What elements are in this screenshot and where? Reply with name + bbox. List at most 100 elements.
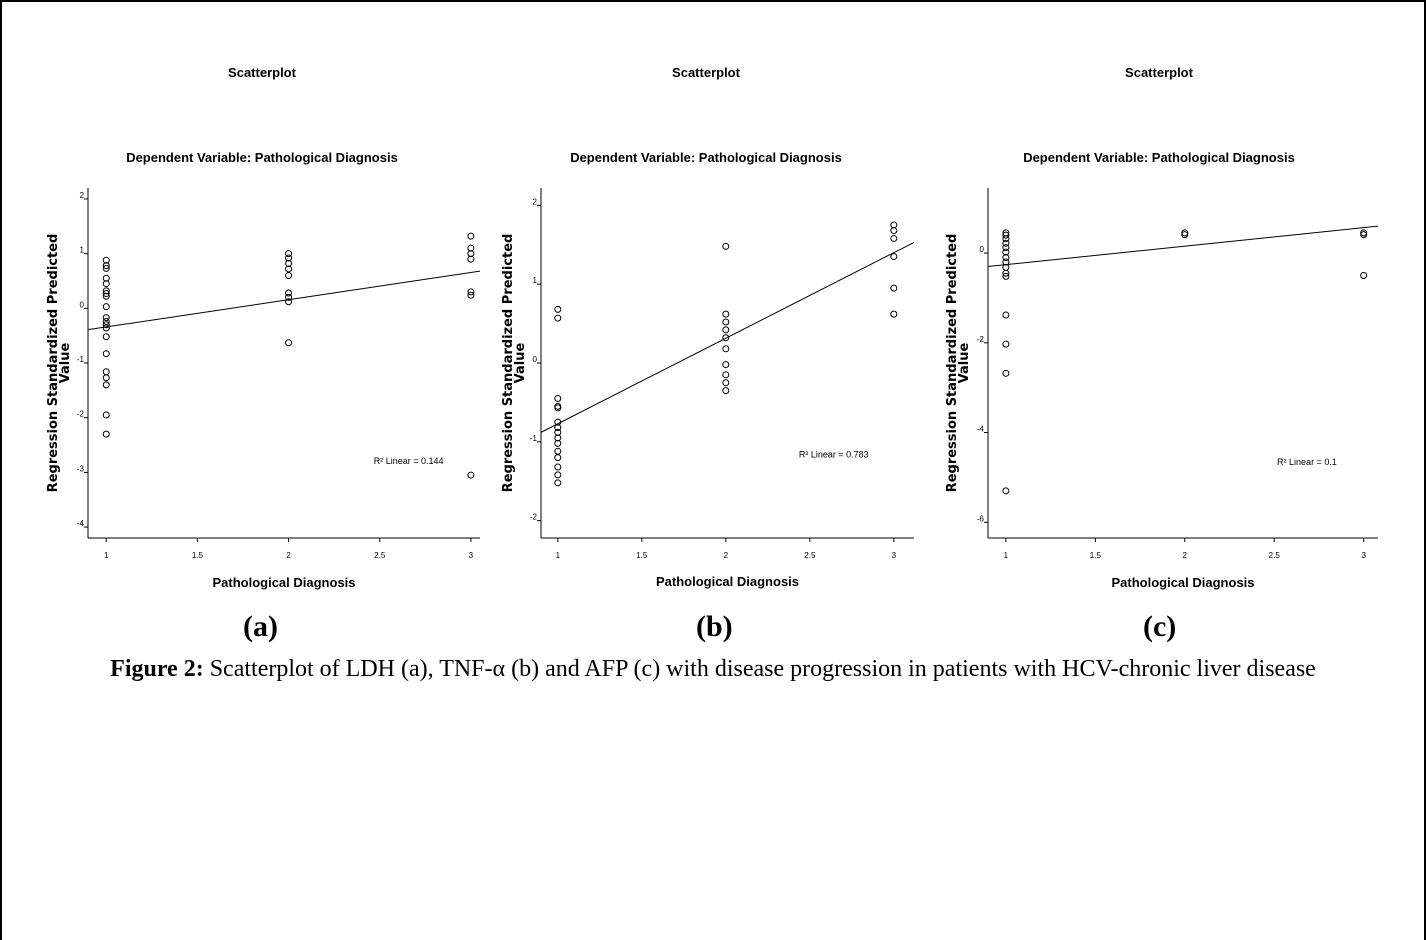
data-point <box>102 321 110 329</box>
x-tick-label: 2.5 <box>804 551 816 560</box>
data-point <box>1002 369 1010 377</box>
data-point <box>1002 487 1010 495</box>
data-point <box>554 439 562 447</box>
data-point <box>722 310 730 318</box>
chart-title: Scatterplot <box>672 65 741 80</box>
data-point <box>1002 269 1010 277</box>
data-point <box>890 310 898 318</box>
y-tick-label: -6 <box>977 514 985 523</box>
x-tick-label: 2 <box>724 551 729 560</box>
data-point <box>102 317 110 325</box>
data-point <box>722 326 730 334</box>
y-tick-label: -2 <box>977 335 985 344</box>
data-point <box>285 293 293 301</box>
x-tick-label: 2.5 <box>374 551 386 560</box>
y-axis-label: Regression Standardized PredictedValue <box>501 234 528 493</box>
data-point <box>722 334 730 342</box>
fit-line <box>88 270 480 331</box>
chart-title: Scatterplot <box>1125 65 1194 80</box>
caption-label: Figure 2: <box>110 656 204 682</box>
data-point <box>285 250 293 258</box>
data-point <box>102 374 110 382</box>
chart-subtitle: Dependent Variable: Pathological Diagnos… <box>570 150 842 165</box>
y-tick-label: -3 <box>77 464 85 473</box>
x-axis-label: Pathological Diagnosis <box>212 575 355 590</box>
data-point <box>554 404 562 412</box>
data-point <box>554 479 562 487</box>
y-tick-label: -4 <box>77 519 85 528</box>
data-point <box>102 411 110 419</box>
r2-annotation: R² Linear = 0.783 <box>799 450 869 460</box>
data-point <box>102 324 110 332</box>
data-point <box>467 255 475 263</box>
chart-panel-c: Scatterplot Dependent Variable: Pathologi… <box>945 65 1378 590</box>
data-point <box>102 430 110 438</box>
data-point <box>554 305 562 313</box>
data-point <box>102 262 110 270</box>
y-axis-label: Regression Standardized PredictedValue <box>46 234 73 493</box>
data-point <box>1002 239 1010 247</box>
data-point <box>467 291 475 299</box>
x-tick-label: 2 <box>1183 551 1188 560</box>
data-point <box>102 287 110 295</box>
data-point <box>285 254 293 262</box>
x-tick-label: 1 <box>556 551 561 560</box>
data-point <box>1002 244 1010 252</box>
chart-panel-a: Scatterplot Dependent Variable: Pathologi… <box>46 65 480 590</box>
data-point <box>1181 231 1189 239</box>
y-tick-label: 0 <box>533 355 538 364</box>
data-point <box>102 333 110 341</box>
data-point <box>285 259 293 267</box>
data-point <box>102 256 110 264</box>
x-tick-label: 1.5 <box>1090 551 1102 560</box>
figure-caption: Figure 2: Scatterplot of LDH (a), TNF-α … <box>20 655 1406 684</box>
y-tick-label: -2 <box>77 410 85 419</box>
chart-subtitle: Dependent Variable: Pathological Diagnos… <box>1023 150 1295 165</box>
fit-line <box>541 241 914 433</box>
data-point <box>554 424 562 432</box>
data-point <box>1002 231 1010 239</box>
x-tick-label: 3 <box>1361 551 1366 560</box>
data-point <box>102 368 110 376</box>
chart-subtitle: Dependent Variable: Pathological Diagnos… <box>126 150 398 165</box>
data-point <box>554 463 562 471</box>
data-point <box>554 454 562 462</box>
y-tick-label: 1 <box>80 246 85 255</box>
x-tick-label: 2.5 <box>1269 551 1281 560</box>
data-point <box>722 361 730 369</box>
x-tick-label: 1.5 <box>192 551 204 560</box>
r2-annotation: R² Linear = 0.1 <box>1277 457 1337 467</box>
panel-label-c: (c) <box>1143 610 1177 643</box>
y-tick-label: 2 <box>533 197 538 206</box>
y-tick-label: 0 <box>980 245 985 254</box>
data-point <box>1002 311 1010 319</box>
data-point <box>102 290 110 298</box>
data-point <box>722 242 730 250</box>
data-point <box>467 471 475 479</box>
x-tick-label: 1.5 <box>636 551 648 560</box>
caption-text: Scatterplot of LDH (a), TNF-α (b) and AF… <box>203 656 1316 682</box>
data-point <box>722 371 730 379</box>
data-point <box>102 274 110 282</box>
data-point <box>890 253 898 261</box>
x-axis-label: Pathological Diagnosis <box>1111 575 1254 590</box>
data-point <box>554 471 562 479</box>
y-tick-label: -1 <box>530 434 538 443</box>
data-point <box>722 345 730 353</box>
data-point <box>1360 272 1368 279</box>
data-point <box>102 264 110 272</box>
fit-line <box>988 225 1378 268</box>
data-point <box>467 250 475 258</box>
panel-label-b: (b) <box>696 610 733 643</box>
data-point <box>467 288 475 296</box>
x-axis-label: Pathological Diagnosis <box>656 574 799 589</box>
data-point <box>1002 272 1010 280</box>
data-point <box>722 379 730 387</box>
y-tick-label: -4 <box>977 425 985 434</box>
data-point <box>554 447 562 455</box>
data-point <box>890 234 898 242</box>
data-point <box>890 227 898 235</box>
y-tick-label: -2 <box>530 513 538 522</box>
